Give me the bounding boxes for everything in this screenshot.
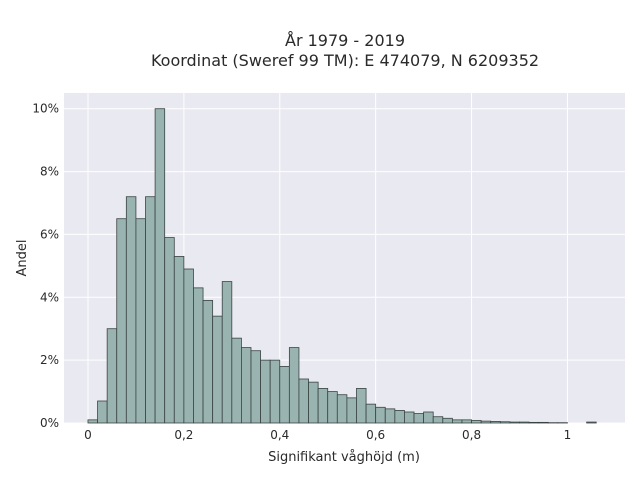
histogram-bar <box>202 300 214 424</box>
y-tick-label: 0% <box>40 416 59 430</box>
histogram-bar <box>221 281 233 424</box>
histogram-bar <box>193 287 204 424</box>
histogram-bar <box>308 381 319 424</box>
histogram-bar <box>432 416 444 424</box>
histogram-bar <box>279 366 290 424</box>
histogram-bar <box>365 403 377 424</box>
histogram-bar <box>384 408 396 424</box>
histogram-bar <box>490 421 501 424</box>
chart-title-line-1: År 1979 - 2019 <box>285 31 405 50</box>
histogram-bar <box>288 347 300 424</box>
y-tick-label: 4% <box>40 290 59 304</box>
histogram-bar <box>327 391 338 424</box>
histogram-bar <box>346 397 357 424</box>
histogram-bar <box>97 400 108 424</box>
histogram-bar <box>356 388 367 424</box>
histogram-bar <box>154 108 166 424</box>
histogram-bar <box>509 421 520 424</box>
histogram-bar <box>125 196 137 424</box>
histogram-bar <box>173 256 185 424</box>
histogram-bar <box>250 350 261 424</box>
y-axis-title: Andel <box>15 240 30 277</box>
histogram-bar <box>260 359 271 424</box>
histogram-bar <box>471 420 482 424</box>
y-tick-label: 10% <box>32 102 59 116</box>
histogram-bar <box>145 196 156 424</box>
x-tick-label: 1 <box>564 428 572 442</box>
histogram-bar <box>442 417 453 424</box>
histogram-bar <box>538 421 549 424</box>
chart-title-line-2: Koordinat (Sweref 99 TM): E 474079, N 62… <box>151 51 539 70</box>
histogram-bar <box>336 394 348 424</box>
histogram-bar <box>135 218 146 424</box>
histogram-bar <box>87 419 98 424</box>
histogram-bar <box>116 218 127 424</box>
x-tick-label: 0,4 <box>270 428 289 442</box>
x-axis-ticks: 0 0,2 0,4 0,6 0,8 1 <box>84 428 571 442</box>
y-tick-label: 6% <box>40 227 59 241</box>
x-tick-label: 0 <box>84 428 92 442</box>
x-tick-label: 0,2 <box>174 428 193 442</box>
histogram-bar <box>451 419 463 424</box>
y-tick-label: 8% <box>40 165 59 179</box>
histogram-bar <box>519 421 530 424</box>
x-axis-title: Signifikant våghöjd (m) <box>268 450 420 465</box>
histogram-bar <box>528 421 540 424</box>
histogram-bar <box>394 410 405 424</box>
y-axis-ticks: 0% 2% 4% 6% 8% 10% <box>32 102 59 430</box>
x-tick-label: 0,8 <box>462 428 481 442</box>
histogram-bars <box>87 108 597 424</box>
histogram-bar <box>404 411 415 424</box>
histogram-bar <box>241 347 252 424</box>
histogram-bar <box>212 315 223 424</box>
histogram-bar <box>106 328 118 424</box>
histogram-bar <box>461 419 472 424</box>
histogram-bar <box>164 237 175 424</box>
histogram-bar <box>499 421 511 424</box>
histogram-bar <box>480 420 492 424</box>
histogram-bar <box>183 268 194 424</box>
histogram-bar <box>231 337 242 424</box>
x-tick-label: 0,6 <box>366 428 385 442</box>
y-tick-label: 2% <box>40 353 59 367</box>
histogram-bar <box>269 359 281 424</box>
histogram-bar <box>298 378 309 424</box>
histogram-bar <box>423 411 434 424</box>
histogram-bar <box>375 406 386 424</box>
histogram-bar <box>413 413 425 424</box>
histogram-bar <box>317 388 329 424</box>
histogram-bar <box>586 421 597 424</box>
